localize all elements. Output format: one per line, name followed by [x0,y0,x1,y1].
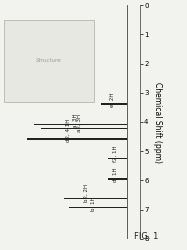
Bar [101,103,128,104]
Text: d2, 4.1H: d2, 4.1H [66,119,71,142]
FancyBboxPatch shape [4,20,94,102]
Text: d, 1H: d, 1H [113,168,117,182]
Text: a2, 3H: a2, 3H [76,114,82,132]
Bar [69,207,128,208]
Text: e, 2H: e, 2H [110,93,115,108]
Text: b, 1H: b, 1H [90,196,95,211]
Text: f2, 1H: f2, 1H [113,145,117,162]
Text: FIG. 1: FIG. 1 [134,232,158,241]
Bar [64,198,128,199]
Text: Structure: Structure [36,58,62,63]
Bar [34,124,128,125]
Bar [108,158,128,159]
Y-axis label: Chemical Shift (ppm): Chemical Shift (ppm) [153,82,162,162]
Text: a, 3H: a, 3H [73,113,78,128]
Bar [41,128,128,129]
Bar [108,178,128,180]
Bar [27,138,128,140]
Text: b2, 2H: b2, 2H [83,184,88,202]
